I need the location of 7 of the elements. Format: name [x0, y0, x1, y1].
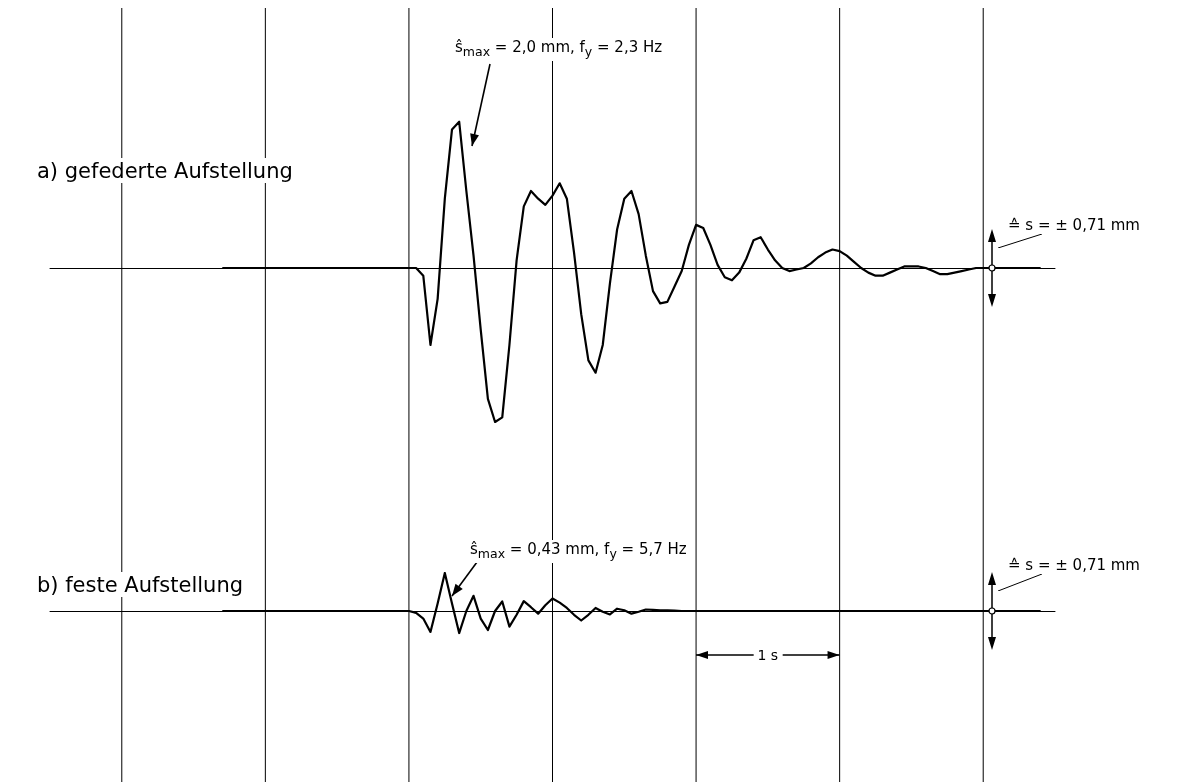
annotation: ≙ s = ± 0,71 mm: [1008, 556, 1140, 574]
text: a) gefederte Aufstellung: [37, 158, 293, 183]
text: ŝ$_{max}$ = 0,43 mm, f$_{y}$ = 5,7 Hz: [470, 540, 687, 563]
text: ŝ$_{max}$ = 2,0 mm, f$_{y}$ = 2,3 Hz: [455, 38, 663, 61]
chart-title: b) feste Aufstellung: [37, 572, 244, 597]
annotation: ≙ s = ± 0,71 mm: [1008, 216, 1140, 234]
text: 1 s: [753, 646, 783, 664]
